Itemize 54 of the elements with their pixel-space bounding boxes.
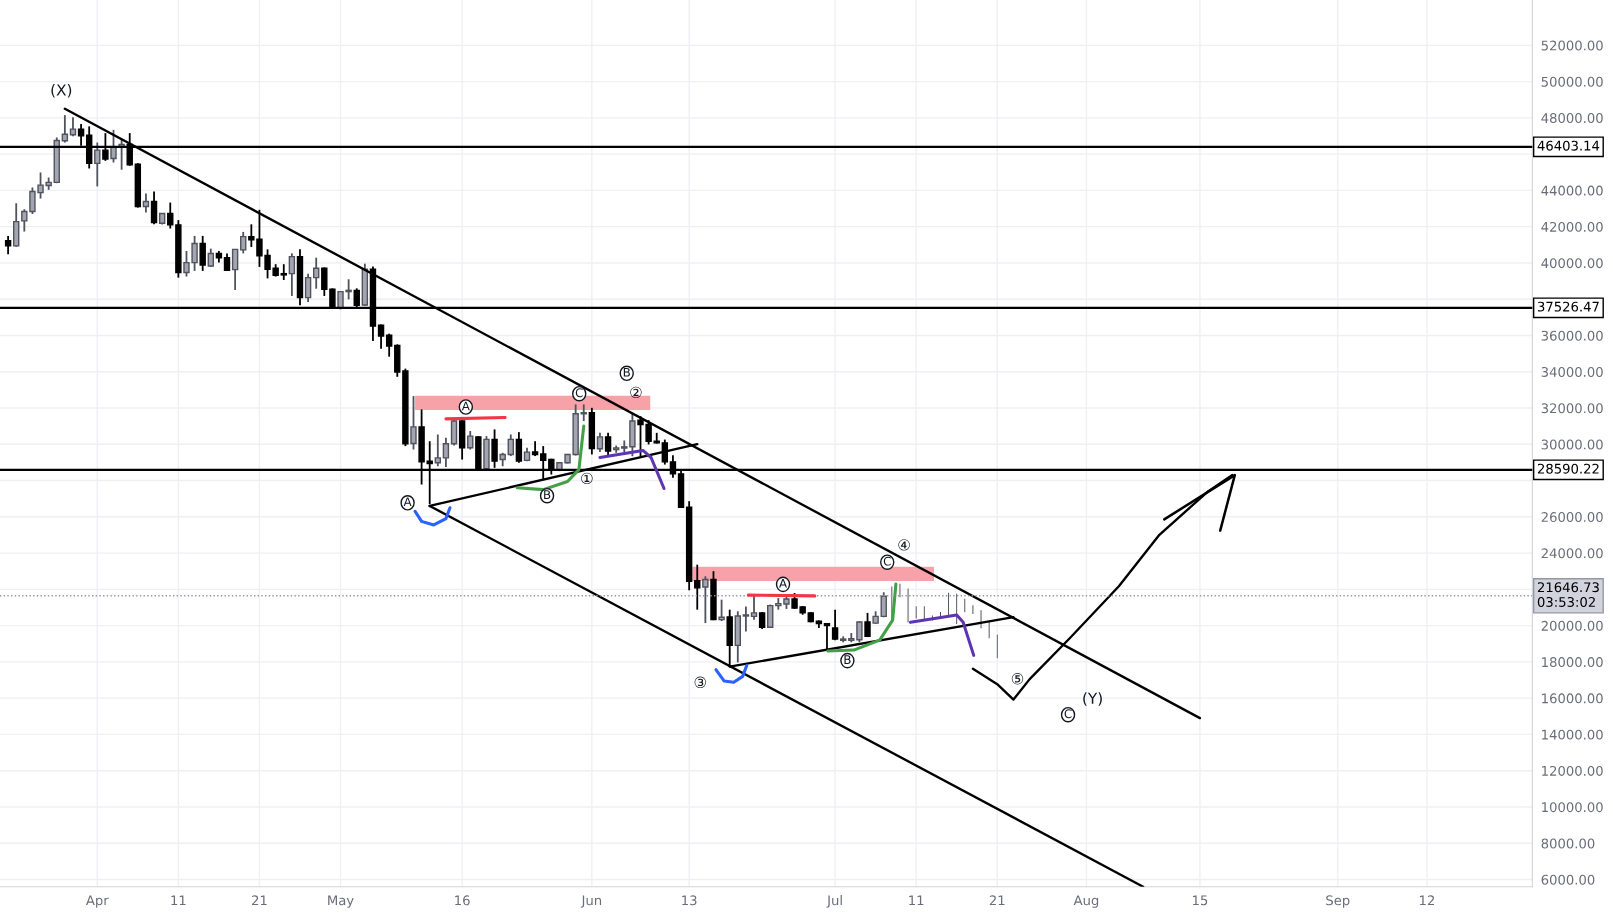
y-tick-label: 34000.00 xyxy=(1541,366,1603,377)
y-tick-label: 10000.00 xyxy=(1542,802,1603,813)
y-tick-label: 42000.00 xyxy=(1541,221,1603,232)
y-tick-label: 24000.00 xyxy=(1541,548,1603,559)
annotation: C xyxy=(883,556,891,566)
ref-line-label: 46403.14 xyxy=(1537,140,1600,151)
ref-line-label: 21646.73 03:53:02 xyxy=(1537,582,1599,607)
x-tick-label: 11 xyxy=(909,895,924,906)
annotation: B xyxy=(544,490,551,499)
annotation: ③ xyxy=(694,676,706,689)
x-tick-label: Aug xyxy=(1073,895,1099,908)
y-tick-label: 52000.00 xyxy=(1541,40,1603,51)
y-tick-label: 20000.00 xyxy=(1541,620,1603,631)
annotation: A xyxy=(403,497,412,507)
annotation: C xyxy=(1064,709,1072,719)
x-tick-label: 21 xyxy=(252,895,267,906)
y-tick-label: 8000.00 xyxy=(1541,838,1595,849)
y-tick-label: 30000.00 xyxy=(1541,439,1603,450)
annotation: B xyxy=(844,655,851,664)
x-tick-label: Apr xyxy=(85,895,109,908)
y-tick-label: 32000.00 xyxy=(1541,403,1603,414)
annotation: (X) xyxy=(51,83,72,98)
y-tick-label: 40000.00 xyxy=(1541,258,1603,269)
x-tick-label: 21 xyxy=(989,895,1005,906)
annotation: C xyxy=(575,388,583,398)
y-tick-label: 48000.00 xyxy=(1541,113,1603,124)
y-tick-label: 26000.00 xyxy=(1541,512,1603,523)
y-tick-label: 14000.00 xyxy=(1542,729,1603,740)
y-tick-label: 44000.00 xyxy=(1541,185,1603,196)
x-tick-label: 16 xyxy=(455,895,470,906)
annotation: ② xyxy=(630,386,642,399)
y-tick-label: 16000.00 xyxy=(1542,693,1603,704)
x-tick-label: May xyxy=(328,895,354,908)
x-tick-label: 11 xyxy=(171,895,186,906)
x-tick-label: Jun xyxy=(580,895,602,908)
x-tick-label: Jul xyxy=(826,895,842,908)
annotation: B xyxy=(623,367,630,377)
y-tick-label: 12000.00 xyxy=(1542,765,1603,776)
y-tick-label: 36000.00 xyxy=(1541,330,1603,341)
x-tick-label: Sep xyxy=(1326,895,1350,908)
ref-line-label: 37526.47 xyxy=(1537,301,1599,312)
y-tick-label: 50000.00 xyxy=(1541,76,1603,87)
y-tick-label: 18000.00 xyxy=(1542,657,1603,668)
y-tick-label: 6000.00 xyxy=(1541,874,1595,885)
annotation: A xyxy=(461,401,470,411)
ref-line-label: 28590.22 xyxy=(1537,463,1599,474)
x-tick-label: 12 xyxy=(1420,895,1435,906)
x-tick-label: 15 xyxy=(1192,895,1208,906)
annotation: ① xyxy=(581,472,593,485)
annotation: (Y) xyxy=(1083,692,1102,706)
x-tick-label: 13 xyxy=(682,895,697,906)
annotation: ⑤ xyxy=(1011,673,1024,685)
annotation: A xyxy=(779,579,787,588)
annotation: ④ xyxy=(898,539,910,551)
